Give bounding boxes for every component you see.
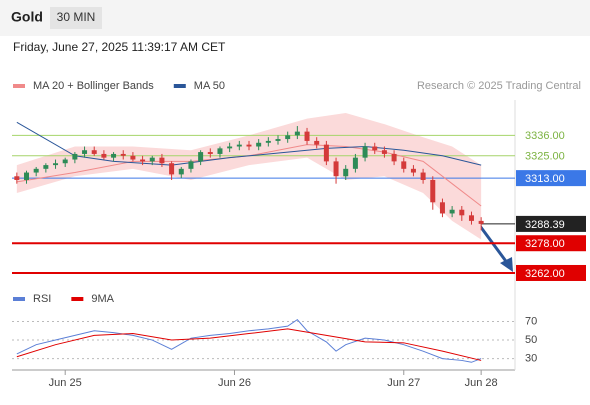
x-tick-label: Jun 27 [387,377,420,389]
x-tick-label: Jun 28 [465,377,498,389]
legend-swatch [13,84,25,88]
candle-body [468,215,474,221]
candle-body [372,146,378,151]
candle-body [149,157,155,162]
candle-body [159,157,165,164]
candle-body [256,142,262,147]
candle-body [91,150,97,154]
candle-body [169,163,175,175]
forecast-arrow [478,225,510,265]
level-label: 3336.00 [525,130,565,142]
candle-body [101,153,107,158]
y-tick-label: 50 [525,334,537,346]
indicator-line [16,318,482,363]
level-label-box [516,264,586,281]
legend-swatch [13,297,25,301]
source: Research © 2025 Trading Central [417,80,581,92]
candle-body [352,157,358,169]
legend-label: MA 20 + Bollinger Bands [33,80,154,92]
timeframe-box [50,7,102,29]
candle-body [140,159,146,162]
level-label: 3262.00 [525,268,565,280]
level-label: 3313.00 [525,173,565,185]
legend-label: MA 50 [194,80,225,92]
candle-body [227,146,233,149]
candle-body [72,153,78,160]
candle-body [343,168,349,177]
candle-body [82,150,88,154]
bollinger-band [16,113,482,240]
candle-body [323,144,329,162]
timestamp: Friday, June 27, 2025 11:39:17 AM CET [13,40,226,54]
candle-body [459,209,465,216]
timeframe: 30 MIN [57,10,96,24]
candle-body [188,161,194,169]
level-label-box [516,215,586,232]
y-tick-label: 30 [525,352,537,364]
candle-body [285,135,291,140]
candle-body [130,155,136,160]
candle-body [207,152,213,154]
candle-body [33,168,39,173]
candle-body [304,131,310,141]
candle-body [333,161,339,177]
instrument: Gold [11,9,43,25]
x-tick-label: Jun 26 [218,377,251,389]
level-label: 3325.00 [525,151,565,163]
candle-body [14,176,20,180]
candle-body [362,146,368,158]
candle-body [24,172,30,180]
indicator-line [16,328,482,361]
level-label: 3288.39 [525,219,565,231]
candle-body [43,165,49,169]
candle-body [275,139,281,141]
candle-body [120,153,126,156]
legend-label: 9MA [91,293,114,305]
candle-body [198,152,204,162]
ma-line [16,121,482,166]
arrow-head [500,257,513,272]
level-label: 3278.00 [525,238,565,250]
candle-body [439,202,445,214]
legend-swatch [71,297,84,301]
candle-body [478,220,484,224]
x-tick-label: Jun 25 [49,377,82,389]
candle-body [246,144,252,147]
candle-body [265,140,271,143]
candle-body [420,172,426,180]
candle-body [449,209,455,214]
level-label-box [516,235,586,252]
candle-body [410,168,416,173]
candle-body [391,153,397,162]
legend-swatch [173,84,186,88]
candle-body [294,131,300,136]
legend-label: RSI [33,293,51,305]
candle-body [236,144,242,147]
candle-body [53,163,59,166]
candle-body [381,150,387,154]
y-tick-label: 70 [525,315,537,327]
candle-body [111,153,117,158]
level-label-box [516,170,586,187]
candle-body [314,140,320,145]
candle-body [217,148,223,154]
candle-body [430,179,436,203]
candle-body [62,159,68,164]
candle-body [178,168,184,175]
candle-body [401,161,407,169]
